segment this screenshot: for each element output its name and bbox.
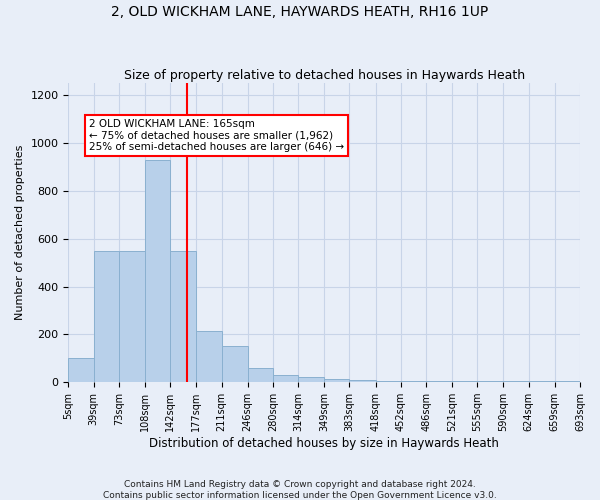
Title: Size of property relative to detached houses in Haywards Heath: Size of property relative to detached ho… <box>124 69 525 82</box>
Bar <box>119 250 145 382</box>
Bar <box>196 331 221 382</box>
Bar <box>503 381 529 382</box>
Bar <box>273 375 298 382</box>
Bar <box>94 250 119 382</box>
Bar <box>221 346 248 382</box>
Text: 2 OLD WICKHAM LANE: 165sqm
← 75% of detached houses are smaller (1,962)
25% of s: 2 OLD WICKHAM LANE: 165sqm ← 75% of deta… <box>89 119 344 152</box>
Bar <box>426 381 452 382</box>
Bar <box>478 381 503 382</box>
Bar <box>248 368 273 382</box>
Bar <box>298 378 324 382</box>
Bar <box>349 380 376 382</box>
Bar <box>68 358 94 382</box>
Bar <box>452 381 478 382</box>
X-axis label: Distribution of detached houses by size in Haywards Heath: Distribution of detached houses by size … <box>149 437 499 450</box>
Bar <box>170 250 196 382</box>
Bar <box>529 381 555 382</box>
Bar <box>555 381 580 382</box>
Bar <box>145 160 170 382</box>
Bar <box>376 381 401 382</box>
Text: 2, OLD WICKHAM LANE, HAYWARDS HEATH, RH16 1UP: 2, OLD WICKHAM LANE, HAYWARDS HEATH, RH1… <box>112 5 488 19</box>
Bar <box>324 378 349 382</box>
Bar <box>401 381 426 382</box>
Y-axis label: Number of detached properties: Number of detached properties <box>15 145 25 320</box>
Text: Contains HM Land Registry data © Crown copyright and database right 2024.
Contai: Contains HM Land Registry data © Crown c… <box>103 480 497 500</box>
